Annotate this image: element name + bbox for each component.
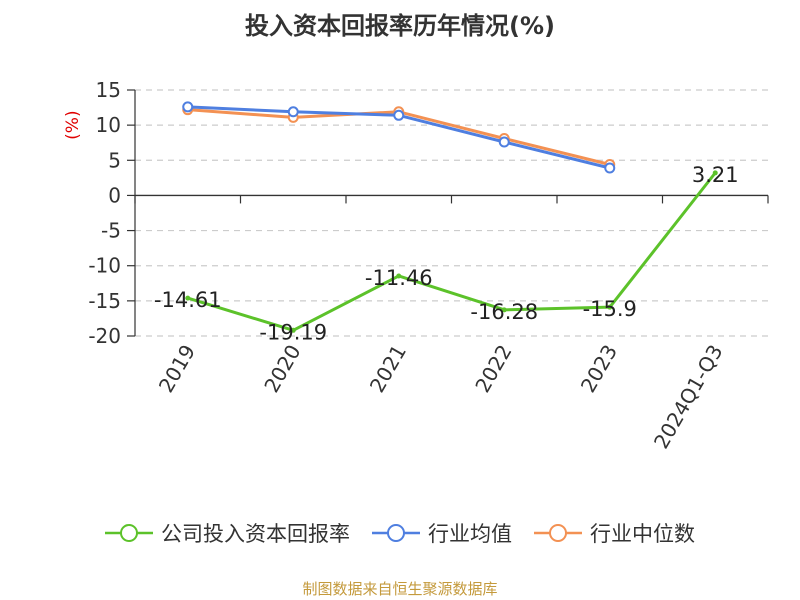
chart-title: 投入资本回报率历年情况(%) [245,12,555,40]
x-tick-label-4: 2023 [576,341,622,397]
point-company-2 [396,273,402,279]
data-label-company-4: -15.9 [583,297,637,321]
legend-item-company[interactable]: 公司投入资本回报率 [105,518,350,548]
y-axis-unit: (%) [63,110,83,139]
legend: 公司投入资本回报率 行业均值 行业中位数 [0,518,800,548]
point-avg-2 [393,109,405,121]
x-tick-label-5: 2024Q1-Q3 [649,341,728,453]
point-avg-0 [182,101,194,113]
point-company-5 [712,170,718,176]
y-tick-label-0: 15 [96,78,121,102]
legend-marker-company [105,524,153,542]
point-company-1 [290,327,296,333]
data-label-company-0: -14.61 [154,288,222,312]
legend-marker-median [534,524,582,542]
y-tick-label-5: -10 [88,254,121,278]
point-avg-4 [604,162,616,174]
data-label-company-5: 3.21 [692,163,739,187]
y-tick-label-2: 5 [108,148,121,172]
data-label-company-3: -16.28 [470,300,538,324]
x-tick-label-2: 2021 [365,341,411,397]
data-label-company-2: -11.46 [365,266,433,290]
series-line-company [187,171,717,332]
data-label-company-1: -19.19 [259,320,327,344]
x-tick-label-0: 2019 [154,341,200,397]
y-tick-label-6: -15 [88,289,121,313]
legend-item-avg[interactable]: 行业均值 [372,518,512,548]
legend-item-median[interactable]: 行业中位数 [534,518,695,548]
y-tick-label-3: 0 [108,183,121,207]
point-company-3 [501,307,507,313]
point-company-4 [607,304,613,310]
point-avg-3 [498,136,510,148]
y-tick-label-1: 10 [96,113,121,137]
point-company-0 [185,295,191,301]
y-tick-label-7: -20 [88,324,121,348]
legend-marker-avg [372,524,420,542]
point-avg-1 [287,106,299,118]
y-tick-label-4: -5 [101,219,121,243]
legend-label-median: 行业中位数 [590,522,695,546]
x-tick-label-1: 2020 [259,341,305,397]
x-tick-label-3: 2022 [470,341,516,397]
legend-label-avg: 行业均值 [428,522,512,546]
legend-label-company: 公司投入资本回报率 [161,522,350,546]
source-note: 制图数据来自恒生聚源数据库 [302,580,498,598]
